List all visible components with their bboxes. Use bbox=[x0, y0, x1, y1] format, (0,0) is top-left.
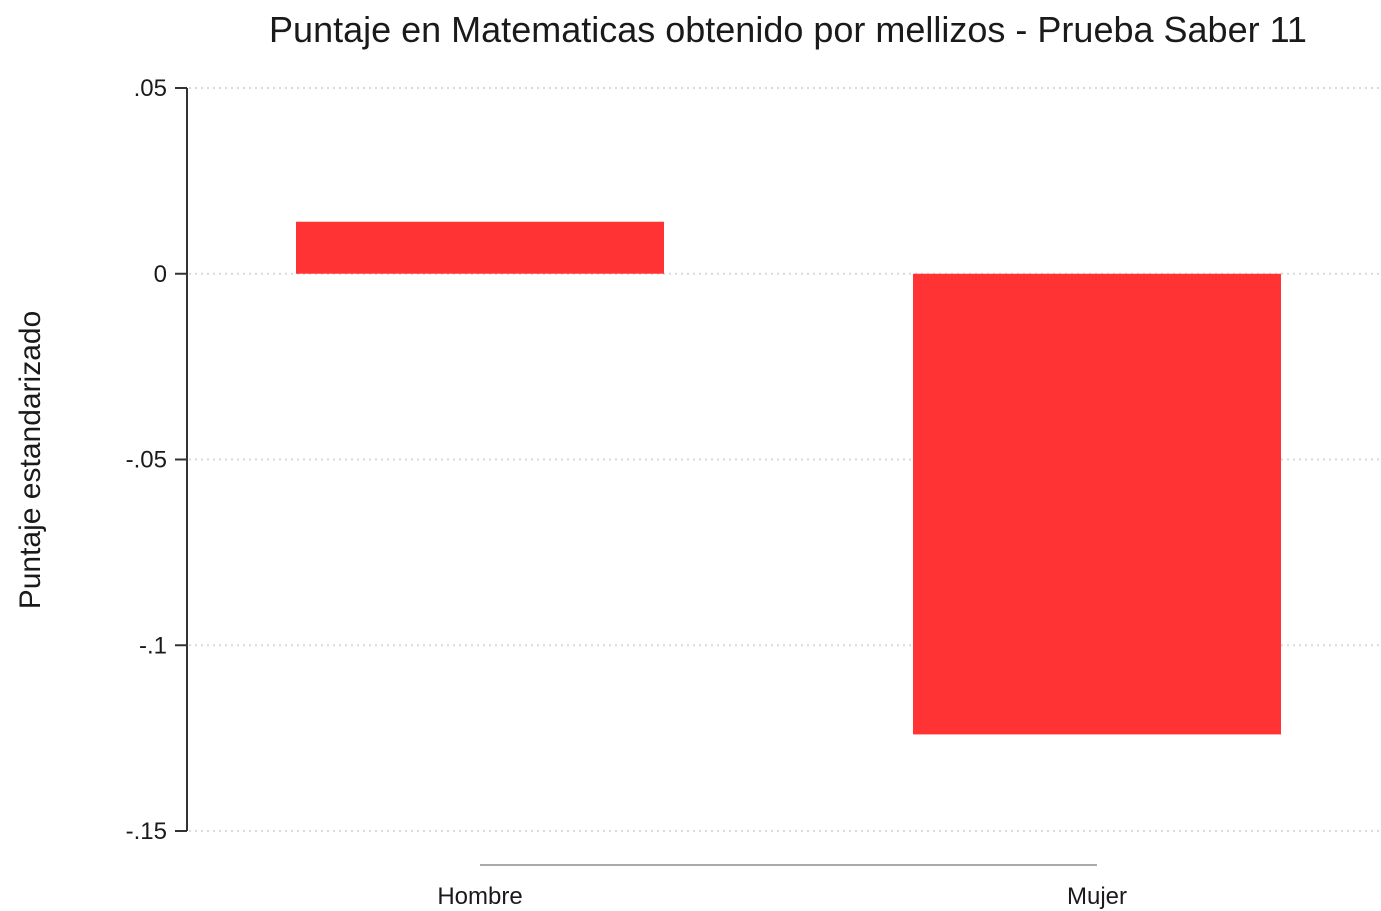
y-tick-label: -.15 bbox=[126, 818, 167, 845]
chart-title: Puntaje en Matematicas obtenido por mell… bbox=[269, 9, 1307, 50]
y-tick-label: .05 bbox=[134, 75, 167, 102]
bars bbox=[296, 221, 1281, 735]
bar-hombre bbox=[296, 221, 664, 274]
x-tick-label: Mujer bbox=[1067, 883, 1127, 910]
y-axis-label: Puntaje estandarizado bbox=[14, 311, 47, 610]
bar-mujer bbox=[913, 273, 1281, 735]
y-tick-label: 0 bbox=[154, 261, 167, 288]
x-axis: Hombre Mujer bbox=[437, 864, 1127, 910]
y-tick-label: -.1 bbox=[139, 632, 167, 659]
x-tick-label: Hombre bbox=[437, 883, 522, 910]
y-axis: .05 0 -.05 -.1 -.15 bbox=[126, 75, 188, 845]
y-tick-label: -.05 bbox=[126, 447, 167, 474]
